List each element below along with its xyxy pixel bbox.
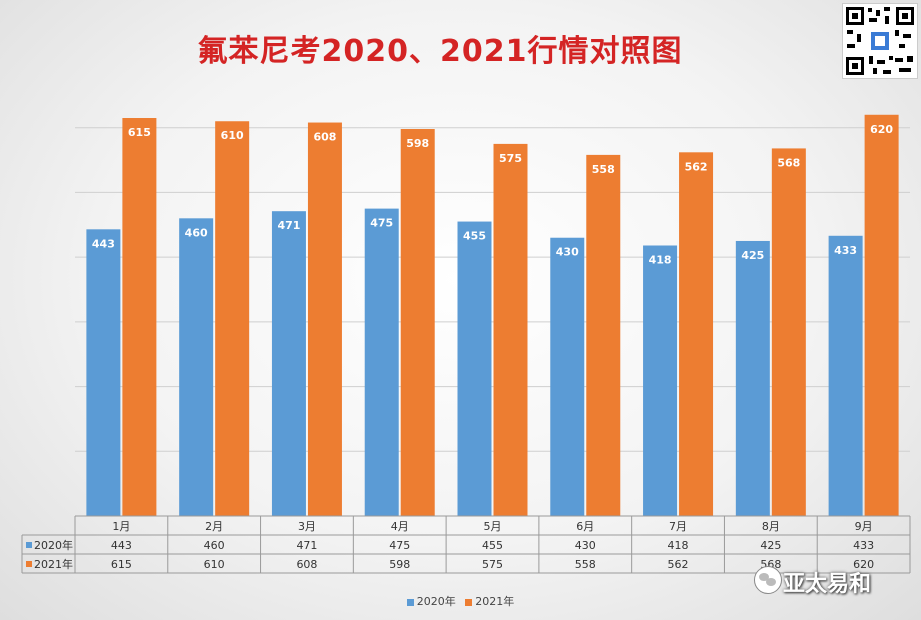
legend-swatch-2021 xyxy=(465,598,473,606)
table-cell: 471 xyxy=(296,539,317,552)
table-cell: 443 xyxy=(111,539,132,552)
data-label: 455 xyxy=(463,230,486,243)
table-cell: 608 xyxy=(296,558,317,571)
bar-2020年-4月 xyxy=(364,208,399,516)
data-label: 615 xyxy=(128,126,151,139)
x-tick-label: 3月 xyxy=(298,520,316,533)
bar-2020年-7月 xyxy=(643,245,678,516)
x-tick-label: 1月 xyxy=(112,520,130,533)
data-table: 1月 2月 3月 4月 5月 6月 7月 8月 9月 2020年 443 460 471 475 455 43… xyxy=(21,515,911,574)
table-cell: 610 xyxy=(204,558,225,571)
bar-2021年-6月 xyxy=(586,154,621,516)
table-legend-swatch xyxy=(26,542,32,548)
bar-2020年-6月 xyxy=(550,237,585,516)
data-label: 620 xyxy=(870,123,893,136)
table-cell: 460 xyxy=(204,539,225,552)
legend-swatch-2020 xyxy=(406,598,414,606)
table-cell: 562 xyxy=(668,558,689,571)
table-legend-swatch xyxy=(26,561,32,567)
x-tick-label: 7月 xyxy=(669,520,687,533)
bar-2021年-4月 xyxy=(400,129,435,516)
bar-2020年-1月 xyxy=(86,229,121,516)
wechat-icon xyxy=(754,566,782,594)
table-cell: 455 xyxy=(482,539,503,552)
x-tick-label: 4月 xyxy=(391,520,409,533)
data-label: 418 xyxy=(649,253,672,266)
data-label: 568 xyxy=(777,156,800,169)
data-label: 558 xyxy=(592,163,615,176)
bar-2020年-5月 xyxy=(457,221,492,517)
table-cell: 418 xyxy=(668,539,689,552)
x-tick-label: 8月 xyxy=(762,520,780,533)
table-cell: 475 xyxy=(389,539,410,552)
data-label: 443 xyxy=(92,237,115,250)
x-tick-label: 2月 xyxy=(205,520,223,533)
legend-label-2021: 2021年 xyxy=(475,595,515,608)
legend-item-2021: 2021年 xyxy=(465,593,514,609)
data-label: 598 xyxy=(406,137,429,150)
table-cell: 620 xyxy=(853,558,874,571)
bar-2021年-9月 xyxy=(864,114,899,517)
legend: 2020年 2021年 xyxy=(0,593,921,609)
data-label: 433 xyxy=(834,244,857,257)
data-label: 425 xyxy=(741,249,764,262)
data-label: 608 xyxy=(313,131,336,144)
gridlines xyxy=(75,127,910,452)
bar-2021年-8月 xyxy=(771,148,806,516)
data-label: 562 xyxy=(685,160,708,173)
chart-title: 氟苯尼考2020、2021行情对照图 xyxy=(197,34,683,69)
legend-label-2020: 2020年 xyxy=(416,595,456,608)
bar-2021年-1月 xyxy=(122,118,157,516)
table-cell: 615 xyxy=(111,558,132,571)
table-series-label: 2021年 xyxy=(34,557,73,571)
table-cell: 430 xyxy=(575,539,596,552)
bar-2020年-2月 xyxy=(179,218,214,517)
data-label: 610 xyxy=(221,129,244,142)
bar-2021年-2月 xyxy=(215,121,250,516)
table-series-label: 2020年 xyxy=(34,538,73,552)
bars: 443 615 460 610 471 608 475 598 455 575 430 558 418 5… xyxy=(86,114,899,517)
data-label: 471 xyxy=(277,219,300,232)
data-label: 460 xyxy=(185,226,208,239)
x-tick-label: 6月 xyxy=(576,520,594,533)
bar-2020年-3月 xyxy=(271,211,306,516)
data-label: 430 xyxy=(556,246,579,259)
bar-2020年-8月 xyxy=(735,240,770,516)
legend-item-2020: 2020年 xyxy=(406,593,456,609)
watermark-text: 亚太易和 xyxy=(783,572,872,597)
bar-2021年-3月 xyxy=(307,122,342,516)
bar-2020年-9月 xyxy=(828,235,863,516)
data-label: 475 xyxy=(370,217,393,230)
table-cell: 598 xyxy=(389,558,410,571)
table-cell: 558 xyxy=(575,558,596,571)
qr-code xyxy=(842,3,918,79)
data-label: 575 xyxy=(499,152,522,165)
table-cell: 425 xyxy=(760,539,781,552)
x-tick-label: 5月 xyxy=(484,520,502,533)
x-tick-label: 9月 xyxy=(855,520,873,533)
table-cell: 433 xyxy=(853,539,874,552)
bar-2021年-7月 xyxy=(679,152,714,516)
bar-2021年-5月 xyxy=(493,143,528,516)
table-cell: 575 xyxy=(482,558,503,571)
